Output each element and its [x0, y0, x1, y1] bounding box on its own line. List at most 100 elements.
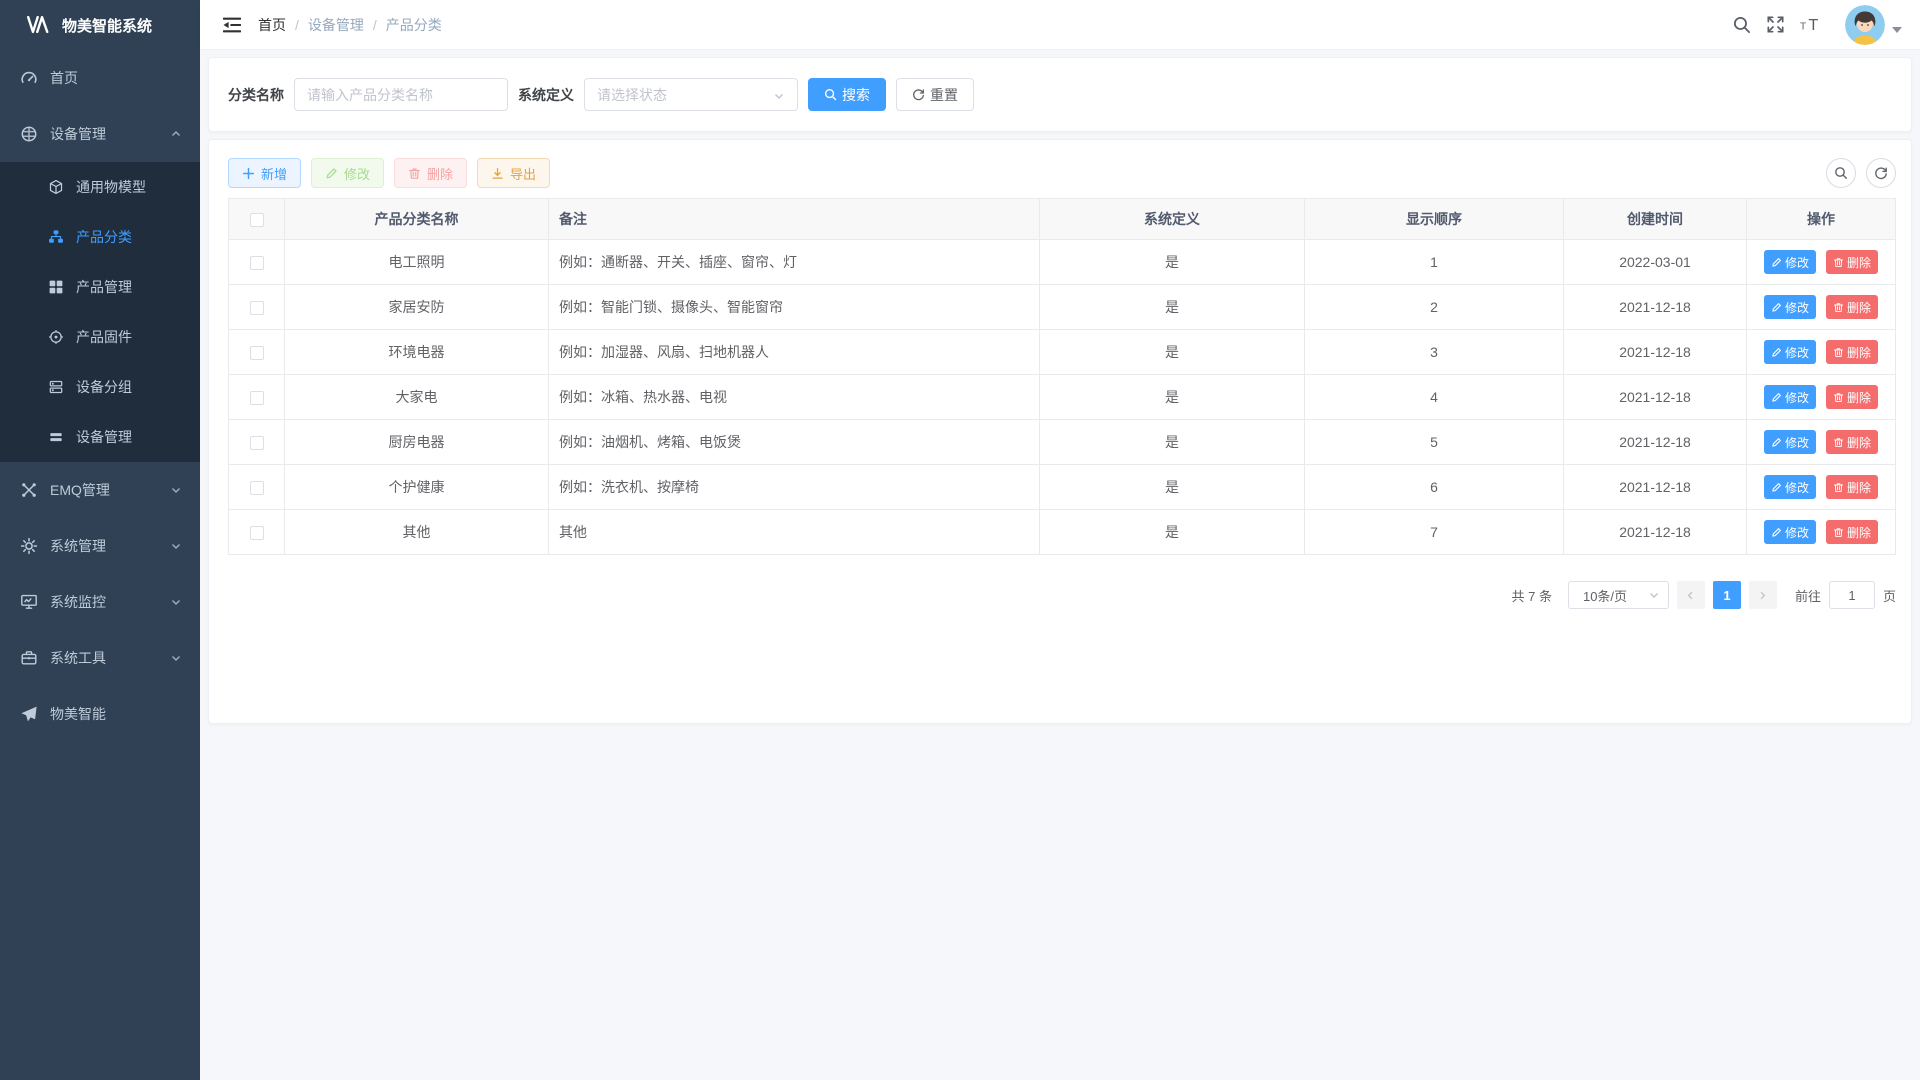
remark-cell: 例如：加湿器、风扇、扫地机器人: [548, 329, 1040, 375]
refresh-table-button[interactable]: [1866, 158, 1896, 188]
search-icon[interactable]: [1732, 15, 1751, 34]
row-select-cell: [228, 284, 285, 330]
breadcrumb-separator: /: [295, 16, 299, 33]
toggle-search-button[interactable]: [1826, 158, 1856, 188]
sidebar-item-device-group[interactable]: 设备分组: [0, 362, 200, 412]
row-delete-button[interactable]: 删除: [1826, 385, 1879, 409]
goto-page-input[interactable]: [1828, 581, 1875, 609]
sidebar-item-emq-management[interactable]: EMQ管理: [0, 462, 200, 518]
table-row: 家居安防 例如：智能门锁、摄像头、智能窗帘 是 2 2021-12-18 修改 …: [228, 284, 1896, 330]
drone-x-icon: [20, 481, 38, 499]
page-number-1[interactable]: 1: [1712, 581, 1741, 609]
row-edit-button[interactable]: 修改: [1763, 475, 1816, 499]
pencil-icon: [1772, 392, 1781, 402]
sidebar-item-system-management[interactable]: 系统管理: [0, 518, 200, 574]
sidebar-item-system-tools[interactable]: 系统工具: [0, 630, 200, 686]
row-edit-button[interactable]: 修改: [1763, 430, 1816, 454]
gear-icon: [20, 537, 38, 555]
select-all-cell: [228, 198, 285, 240]
page-size-value: 10条/页: [1582, 588, 1628, 604]
sidebar-item-wumei-smart[interactable]: 物美智能: [0, 686, 200, 742]
remark-cell: 例如：智能门锁、摄像头、智能窗帘: [548, 284, 1040, 330]
remark-cell: 例如：油烟机、烤箱、电饭煲: [548, 419, 1040, 465]
row-delete-button[interactable]: 删除: [1826, 520, 1879, 544]
row-delete-label: 删除: [1847, 525, 1872, 540]
sidebar-submenu-device: 通用物模型 产品分类 产品管理 产品固件: [0, 162, 200, 462]
row-delete-button[interactable]: 删除: [1826, 475, 1879, 499]
table-row: 电工照明 例如：通断器、开关、插座、窗帘、灯 是 1 2022-03-01 修改…: [228, 239, 1896, 285]
search-filter-card: 分类名称 请输入产品分类名称 系统定义 请选择状态 搜索 重置: [208, 57, 1912, 132]
pagination: 共 7 条 10条/页 1 前往 页: [228, 581, 1896, 723]
row-edit-label: 修改: [1784, 390, 1809, 405]
sidebar-item-device-management[interactable]: 设备管理: [0, 106, 200, 162]
pencil-icon: [325, 167, 338, 180]
user-menu[interactable]: [1845, 4, 1902, 45]
search-icon: [1835, 167, 1847, 179]
row-edit-button[interactable]: 修改: [1763, 385, 1816, 409]
breadcrumb-device-management[interactable]: 设备管理: [307, 16, 364, 33]
row-delete-label: 删除: [1847, 255, 1872, 270]
system-defined-select[interactable]: 请选择状态: [584, 78, 798, 111]
table-row: 个护健康 例如：洗衣机、按摩椅 是 6 2021-12-18 修改 删除: [228, 464, 1896, 510]
row-checkbox[interactable]: [249, 436, 264, 451]
row-checkbox[interactable]: [249, 481, 264, 496]
category-name-input[interactable]: 请输入产品分类名称: [294, 78, 508, 111]
sidebar-collapse-icon[interactable]: [222, 16, 242, 34]
chevron-down-icon: [170, 596, 182, 608]
row-checkbox[interactable]: [249, 301, 264, 316]
product-category-card: 新增 修改 删除 导出: [208, 139, 1912, 724]
breadcrumb-current: 产品分类: [385, 16, 442, 33]
firmware-icon: [48, 329, 64, 345]
row-checkbox[interactable]: [249, 346, 264, 361]
sidebar-item-thing-model[interactable]: 通用物模型: [0, 162, 200, 212]
row-delete-button[interactable]: 删除: [1826, 340, 1879, 364]
sidebar-item-home[interactable]: 首页: [0, 50, 200, 106]
row-edit-button[interactable]: 修改: [1763, 520, 1816, 544]
sidebar-item-label: 系统监控: [50, 594, 106, 610]
fullscreen-icon[interactable]: [1766, 15, 1785, 34]
row-edit-button[interactable]: 修改: [1763, 295, 1816, 319]
row-edit-button[interactable]: 修改: [1763, 340, 1816, 364]
delete-button[interactable]: 删除: [394, 158, 468, 188]
row-actions-cell: 修改 删除: [1746, 374, 1896, 420]
row-delete-button[interactable]: 删除: [1826, 295, 1879, 319]
sidebar-item-device-list[interactable]: 设备管理: [0, 412, 200, 462]
row-delete-label: 删除: [1847, 345, 1872, 360]
globe-layers-icon: [20, 125, 38, 143]
sidebar-item-product-firmware[interactable]: 产品固件: [0, 312, 200, 362]
row-checkbox[interactable]: [249, 256, 264, 271]
avatar[interactable]: [1845, 4, 1885, 45]
search-button[interactable]: 搜索: [808, 78, 886, 111]
sidebar-item-product-management[interactable]: 产品管理: [0, 262, 200, 312]
breadcrumb-home[interactable]: 首页: [258, 16, 286, 33]
sidebar-item-system-monitor[interactable]: 系统监控: [0, 574, 200, 630]
page-size-select[interactable]: 10条/页: [1567, 581, 1669, 609]
row-delete-button[interactable]: 删除: [1826, 430, 1879, 454]
app-logo[interactable]: 物美智能系统: [0, 0, 200, 50]
add-button[interactable]: 新增: [228, 158, 302, 188]
export-button[interactable]: 导出: [477, 158, 551, 188]
prev-page-button[interactable]: [1676, 581, 1705, 609]
download-icon: [491, 167, 504, 180]
system-defined-cell: 是: [1039, 509, 1305, 555]
row-checkbox[interactable]: [249, 391, 264, 406]
row-delete-label: 删除: [1847, 435, 1872, 450]
category-name-cell: 厨房电器: [284, 419, 549, 465]
sidebar-item-product-category[interactable]: 产品分类: [0, 212, 200, 262]
row-edit-button[interactable]: 修改: [1763, 250, 1816, 274]
table-row: 大家电 例如：冰箱、热水器、电视 是 4 2021-12-18 修改 删除: [228, 374, 1896, 420]
pencil-icon: [1772, 257, 1781, 267]
trash-icon: [1833, 482, 1844, 492]
refresh-icon: [1875, 167, 1887, 180]
reset-button[interactable]: 重置: [896, 78, 974, 111]
row-checkbox[interactable]: [249, 526, 264, 541]
display-order-cell: 2: [1304, 284, 1564, 330]
cube-icon: [48, 179, 64, 195]
select-all-checkbox[interactable]: [249, 213, 264, 228]
chevron-down-icon: [1648, 589, 1660, 601]
pencil-icon: [1772, 482, 1781, 492]
edit-button[interactable]: 修改: [311, 158, 385, 188]
next-page-button[interactable]: [1748, 581, 1777, 609]
row-delete-button[interactable]: 删除: [1826, 250, 1879, 274]
